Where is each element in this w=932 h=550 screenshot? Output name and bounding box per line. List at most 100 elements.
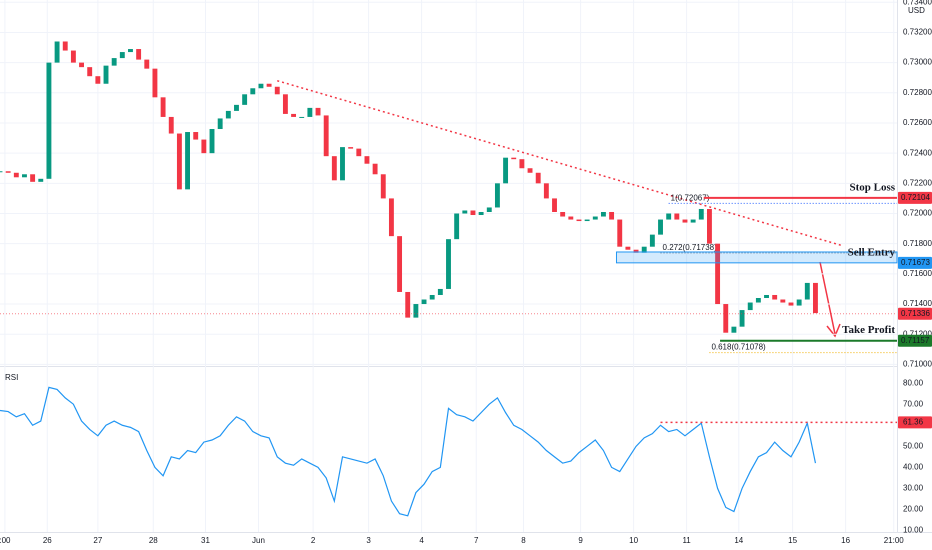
candle-body: [552, 198, 557, 212]
x-tick-label: 28: [149, 536, 158, 545]
candle-body: [323, 115, 329, 157]
candle-body: [625, 246, 631, 250]
candle-body: [511, 157, 517, 160]
candle-body: [201, 139, 207, 154]
x-tick-label: 31: [201, 536, 210, 545]
candle-body: [111, 58, 117, 66]
candle-body: [462, 210, 468, 214]
candle-body: [666, 213, 672, 220]
candle-body: [79, 62, 84, 68]
candle-body: [242, 94, 248, 105]
x-tick-label: 26: [43, 536, 52, 545]
x-tick-label: 10: [629, 536, 638, 545]
x-tick-label: 14: [734, 536, 743, 545]
candle-body: [217, 118, 223, 130]
candle-body: [470, 210, 476, 216]
fib-label: 0.272(0.71738): [663, 243, 718, 252]
candle-body: [706, 208, 712, 244]
candle-body: [609, 211, 615, 220]
candle-body: [764, 294, 769, 299]
level-tag: [898, 256, 932, 269]
candle-body: [568, 216, 574, 220]
candle-body: [772, 294, 778, 300]
candle-body: [13, 172, 19, 178]
candle-body: [46, 62, 52, 179]
candle-body: [22, 174, 27, 178]
candle-body: [560, 211, 566, 217]
y-tick-label: 0.72600: [903, 118, 932, 127]
candle-body: [486, 207, 492, 212]
candle-body: [291, 113, 297, 117]
candle-body: [380, 174, 386, 199]
candle-body: [584, 219, 590, 222]
rsi-tick-label: 20.00: [903, 505, 924, 514]
level-tag: [898, 334, 932, 347]
candle-body: [0, 171, 3, 173]
y-tick-label: 0.73200: [903, 28, 932, 37]
candle-body: [494, 183, 500, 208]
candle-body: [144, 59, 150, 69]
candle-body: [103, 65, 109, 84]
candle-body: [234, 104, 239, 111]
candle-body: [804, 282, 810, 300]
candle-body: [633, 249, 639, 253]
candle-body: [258, 83, 264, 89]
x-tick-label: 8: [521, 536, 526, 545]
candle-body: [788, 302, 794, 306]
candle-body: [747, 302, 753, 311]
level-tag-label: 0.71157: [901, 336, 930, 345]
candle-body: [446, 239, 451, 289]
candle-body: [299, 116, 305, 118]
candle-body: [274, 86, 280, 95]
y-tick-label: 0.73400: [903, 0, 932, 6]
entry-zone: [615, 251, 898, 264]
y-tick-label: 0.71400: [903, 299, 932, 308]
candle-body: [388, 198, 394, 237]
candle-body: [429, 294, 435, 300]
candle-body: [87, 67, 93, 77]
rsi-tag-label: 61.36: [903, 418, 924, 427]
last-price-tag: [898, 307, 932, 320]
candle-body: [535, 172, 541, 184]
candle-body: [723, 304, 729, 333]
last-price-label: 0.71336: [901, 309, 930, 318]
candle-body: [690, 219, 696, 223]
candle-body: [405, 291, 411, 318]
candle-body: [209, 129, 215, 154]
rsi-tick-label: 10.00: [903, 526, 924, 535]
candle-body: [364, 156, 370, 164]
candle-body: [454, 213, 460, 240]
y-tick-label: 0.71600: [903, 269, 932, 278]
candle-body: [185, 132, 191, 190]
fib-label: 1(0.72067): [671, 194, 710, 203]
rsi-tick-label: 70.00: [903, 399, 924, 408]
candle-body: [658, 219, 663, 235]
rsi-line: [0, 386, 817, 517]
candle-body: [62, 41, 68, 51]
candle-body: [282, 94, 288, 114]
x-tick-label: 7: [474, 536, 479, 545]
candle-body: [600, 211, 606, 217]
rsi-tag: [898, 416, 932, 429]
level-tag-label: 0.72104: [901, 193, 930, 202]
candle-body: [519, 159, 525, 169]
currency-label: USD: [908, 6, 925, 15]
rsi-tick-label: 80.00: [903, 378, 924, 387]
candle-body: [152, 68, 158, 98]
level-name: Sell Entry: [848, 246, 896, 258]
candle-body: [168, 116, 174, 134]
candle-body: [437, 288, 443, 295]
candle-body: [421, 299, 427, 305]
candle-body: [592, 216, 598, 220]
candle-body: [796, 299, 802, 306]
candle-body: [356, 148, 362, 157]
candle-body: [780, 299, 786, 303]
x-tick-label: 27: [93, 536, 102, 545]
candle-body: [54, 41, 60, 63]
y-tick-label: 0.72000: [903, 209, 932, 218]
candle-body: [176, 133, 182, 190]
fib-label: 0.618(0.71078): [711, 343, 766, 352]
candle-body: [160, 97, 166, 117]
candle-body: [266, 83, 272, 87]
candle-body: [641, 246, 647, 253]
